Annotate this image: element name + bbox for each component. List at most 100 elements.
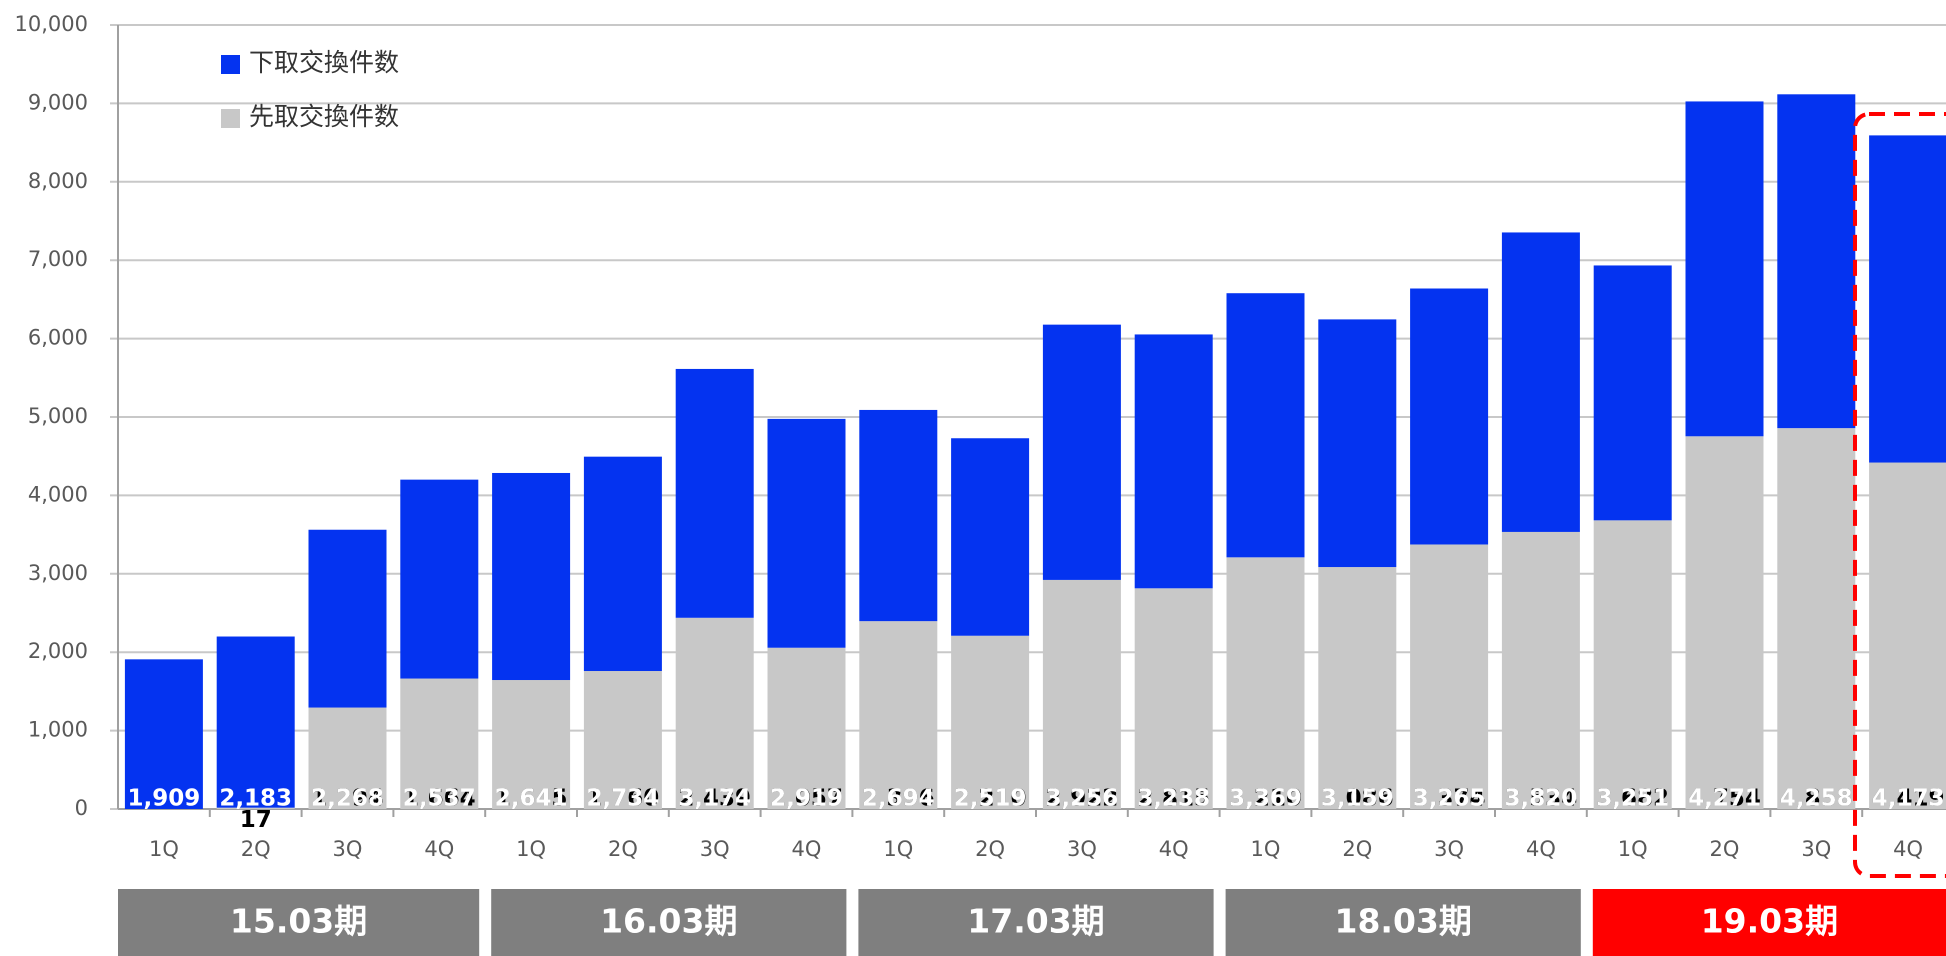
bar-segment [1501, 232, 1580, 532]
data-label: 2,922 [1046, 786, 1119, 812]
x-tick-label: 3Q [700, 837, 730, 861]
bar-segment [1777, 94, 1856, 429]
data-label: 2,396 [862, 786, 935, 812]
data-label: 1,294 [311, 786, 384, 812]
group-label: 19.03期 [1701, 902, 1838, 941]
bar-segment [859, 621, 938, 809]
bar-segment [124, 659, 203, 809]
data-label: 4,271 [1688, 786, 1761, 812]
group-box [1225, 889, 1581, 956]
bar-segment [767, 418, 846, 648]
data-label: 1,645 [495, 786, 568, 812]
data-label: 3,256 [1046, 786, 1119, 812]
bar-segment [1410, 544, 1489, 809]
bar-segment [675, 368, 754, 618]
group-label: 15.03期 [230, 902, 367, 941]
bar-segment [1593, 520, 1672, 809]
bar-segment [308, 707, 387, 809]
legend-swatch [221, 109, 240, 128]
data-label: 4,419 [1872, 786, 1945, 812]
data-label: 2,734 [587, 786, 660, 812]
bar-segment [675, 617, 754, 809]
bar-segment [583, 456, 662, 672]
bar-segment [1777, 428, 1856, 809]
x-tick-label: 1Q [1251, 837, 1281, 861]
y-tick-label: 5,000 [28, 404, 88, 428]
data-label: 2,268 [311, 786, 384, 812]
data-label: 3,086 [1321, 786, 1394, 812]
group-box [858, 889, 1214, 956]
bar-segment [308, 529, 387, 708]
bar-segment [1869, 135, 1946, 463]
x-tick-label: 2Q [1710, 837, 1740, 861]
highlight-frame [1853, 112, 1946, 878]
group-label: 16.03期 [600, 902, 737, 941]
x-tick-label: 4Q [792, 837, 822, 861]
y-tick-label: 6,000 [28, 326, 88, 350]
group-label: 17.03期 [967, 902, 1104, 941]
bar-segment [492, 472, 571, 681]
x-tick-label: 1Q [883, 837, 913, 861]
bar-segment [1226, 293, 1305, 558]
data-label: 3,682 [1596, 786, 1669, 812]
bar-segment [1318, 319, 1397, 568]
x-tick-label: 3Q [333, 837, 363, 861]
x-tick-label: 2Q [975, 837, 1005, 861]
data-label: 2,641 [495, 786, 568, 812]
data-label: 3,174 [678, 786, 751, 812]
y-tick-label: 4,000 [28, 482, 88, 506]
x-tick-label: 3Q [1434, 837, 1464, 861]
group-box [1592, 889, 1946, 956]
x-tick-label: 2Q [608, 837, 638, 861]
x-tick-label: 4Q [424, 837, 454, 861]
x-tick-label: 2Q [1342, 837, 1372, 861]
data-label: 3,251 [1596, 786, 1669, 812]
bar-segment [1318, 567, 1397, 809]
data-label: 2,439 [678, 786, 751, 812]
bar-segment [1685, 101, 1764, 437]
x-tick-label: 4Q [1159, 837, 1189, 861]
x-tick-label: 1Q [516, 837, 546, 861]
data-label: 3,159 [1321, 786, 1394, 812]
x-tick-label: 1Q [149, 837, 179, 861]
y-tick-label: 3,000 [28, 561, 88, 585]
bar-segment [1042, 579, 1121, 809]
bar-segment [583, 671, 662, 809]
bar-segment [1042, 324, 1121, 580]
x-tick-label: 4Q [1893, 837, 1923, 861]
data-label: 2,537 [403, 786, 476, 812]
legend-label: 下取交換件数 [249, 48, 399, 77]
legend-swatch [221, 55, 240, 74]
data-label: 2,183 [219, 786, 292, 812]
bar-segment [767, 647, 846, 809]
x-tick-label: 3Q [1801, 837, 1831, 861]
bar-segment [1134, 334, 1213, 589]
data-label: 4,754 [1688, 786, 1761, 812]
bar-segment [492, 680, 571, 809]
group-label: 18.03期 [1335, 902, 1472, 941]
bar-segment [400, 479, 479, 679]
bar-segment [1134, 588, 1213, 809]
data-label: 3,820 [1505, 786, 1578, 812]
bar-segment [859, 409, 938, 622]
data-label: 3,534 [1505, 786, 1578, 812]
data-label: 2,210 [954, 786, 1027, 812]
group-box [118, 889, 480, 956]
data-label: 2,519 [954, 786, 1027, 812]
data-label: 2,815 [1137, 786, 1210, 812]
data-label: 17 [240, 807, 272, 833]
bar-segment [216, 636, 295, 808]
x-tick-label: 4Q [1526, 837, 1556, 861]
y-tick-label: 9,000 [28, 90, 88, 114]
bar-segment [951, 635, 1030, 809]
y-tick-label: 7,000 [28, 247, 88, 271]
bar-segment [1501, 531, 1580, 809]
data-label: 4,173 [1872, 786, 1945, 812]
bar-segment [1410, 288, 1489, 545]
x-tick-label: 1Q [1618, 837, 1648, 861]
bar-segment [1685, 436, 1764, 809]
data-label: 3,238 [1137, 786, 1210, 812]
bar-segment [1226, 557, 1305, 809]
data-label: 3,374 [1413, 786, 1486, 812]
